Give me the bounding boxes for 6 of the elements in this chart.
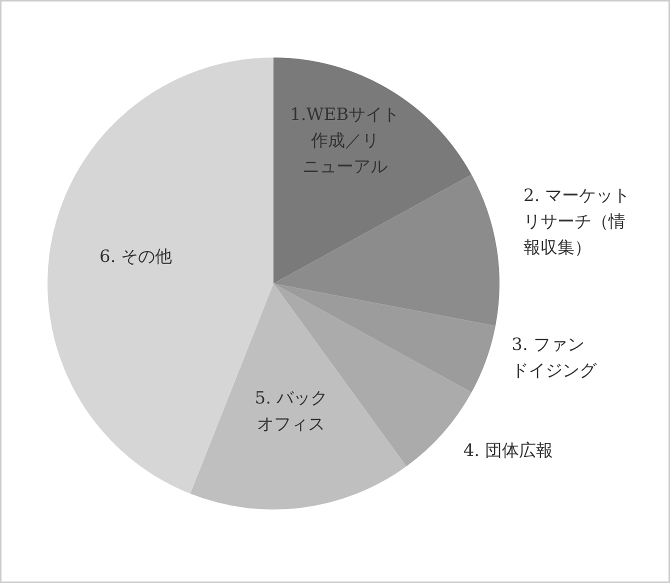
slice-label: 2. マーケットリサーチ（情報収集）	[524, 186, 630, 258]
slice-label: 5. バックオフィス	[254, 388, 328, 435]
slice-label: 4. 団体広報	[463, 440, 553, 461]
slice-label: 3. ファンドイジング	[512, 335, 598, 382]
slice-label: 1.WEBサイト作成／リニューアル	[290, 104, 400, 177]
slice-label: 6. その他	[100, 247, 172, 268]
